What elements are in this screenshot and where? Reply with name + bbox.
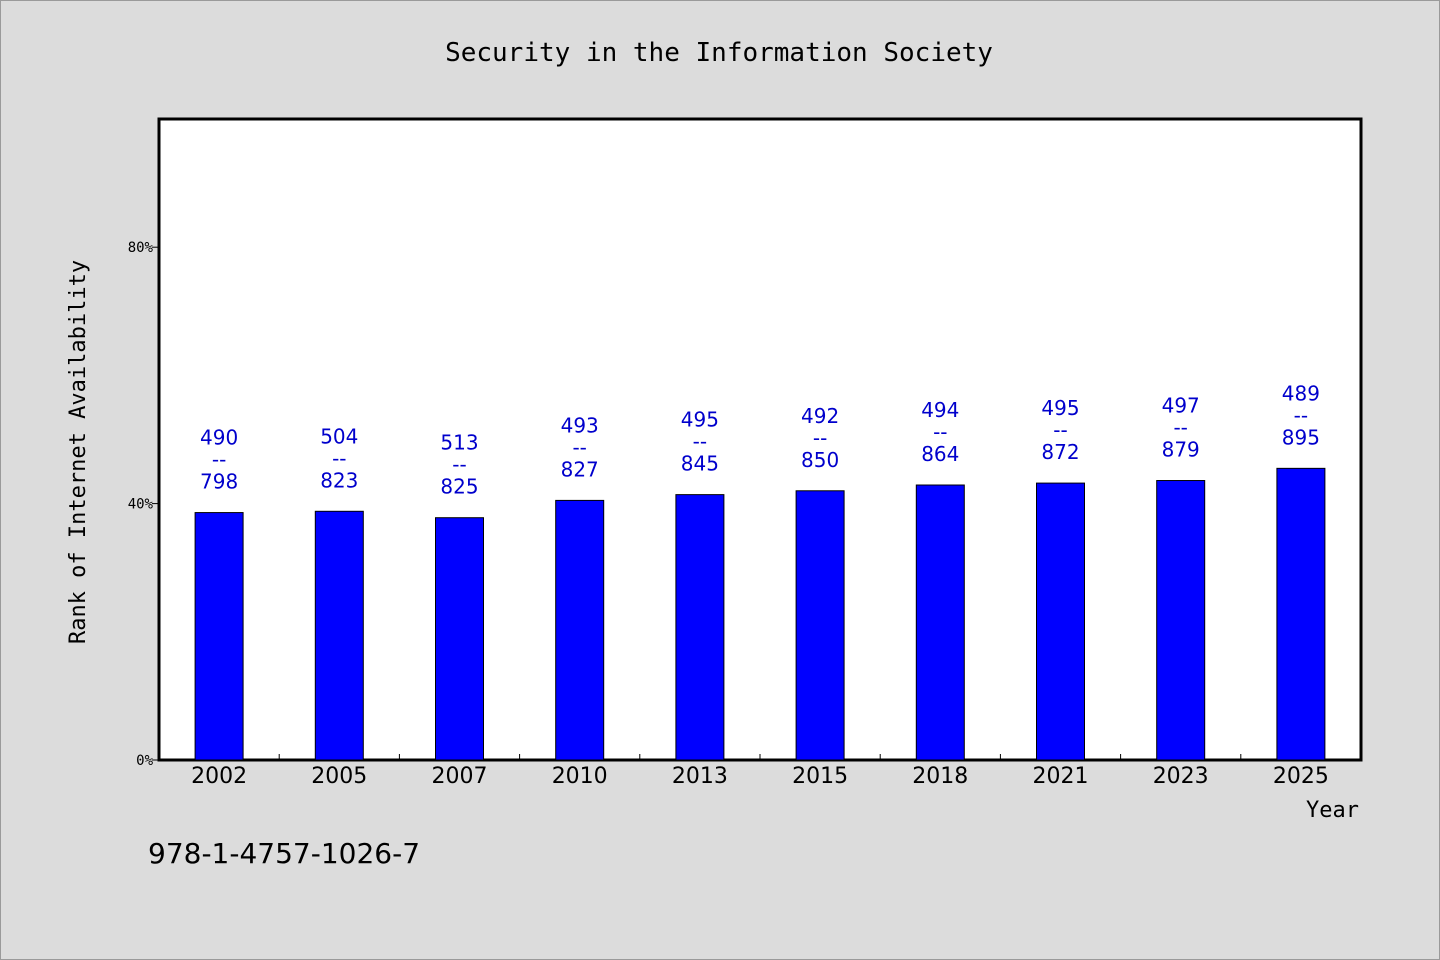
data-label-bottom: 798 [200,470,238,494]
data-label-separator: -- [813,426,827,450]
x-tick-label: 2005 [311,764,367,789]
data-label-bottom: 872 [1041,440,1079,464]
chart-title: Security in the Information Society [445,38,993,68]
isbn-footnote: 978-1-4757-1026-7 [148,837,420,870]
data-label-separator: -- [212,448,226,472]
bars [194,467,1326,761]
x-tick-label: 2002 [191,764,247,789]
x-axis: 2002 2005 2007 2010 2013 2015 2018 2021 2023 2025 [191,754,1329,789]
data-label-separator: -- [452,453,466,477]
data-label-top: 497 [1162,394,1200,418]
data-label-top: 495 [681,408,719,432]
data-label-bottom: 895 [1282,425,1320,449]
bar [1156,480,1206,761]
y-tick-label: 0% [136,753,153,769]
bar [675,494,725,761]
bar [555,499,605,761]
bar [1036,482,1085,761]
y-axis-title: Rank of Internet Availability [66,260,91,644]
x-tick-label: 2007 [432,764,488,789]
data-label-separator: -- [1053,418,1067,442]
x-tick-label: 2010 [552,764,608,789]
y-tick-label: 40% [128,497,154,513]
data-label-bottom: 850 [801,448,839,472]
data-label-separator: -- [332,446,346,470]
data-label-top: 489 [1282,381,1320,405]
data-label-top: 490 [200,426,238,450]
data-label-separator: -- [1294,403,1308,427]
data-label-top: 493 [561,413,599,437]
y-tick-label: 80% [128,240,154,256]
data-label-separator: -- [1173,416,1187,440]
x-tick-label: 2015 [792,764,848,789]
data-label-bottom: 879 [1162,438,1200,462]
data-label-top: 513 [440,431,478,455]
data-label-bottom: 823 [320,468,358,492]
x-tick-label: 2025 [1273,764,1329,789]
x-tick-label: 2013 [672,764,728,789]
x-tick-label: 2023 [1153,764,1209,789]
data-label-top: 492 [801,404,839,428]
bar [1276,467,1326,761]
y-axis: 0% 40% 80% [128,240,159,769]
bar [314,510,364,761]
bar [435,517,484,761]
bar [795,490,845,761]
data-label-bottom: 845 [681,452,719,476]
data-label-bottom: 864 [921,442,959,466]
data-label-top: 495 [1041,396,1079,420]
x-axis-title: Year [1306,798,1359,823]
data-label-top: 504 [320,424,358,448]
data-label-separator: -- [572,435,586,459]
data-labels: 798--490823--504825--513827--493845--495… [200,381,1320,498]
data-label-top: 494 [921,398,959,422]
data-label-separator: -- [933,420,947,444]
x-tick-label: 2018 [912,764,968,789]
bar [915,484,965,761]
data-label-bottom: 827 [561,457,599,481]
data-label-separator: -- [693,430,707,454]
data-label-bottom: 825 [440,475,478,499]
bar [194,512,244,761]
x-tick-label: 2021 [1033,764,1089,789]
